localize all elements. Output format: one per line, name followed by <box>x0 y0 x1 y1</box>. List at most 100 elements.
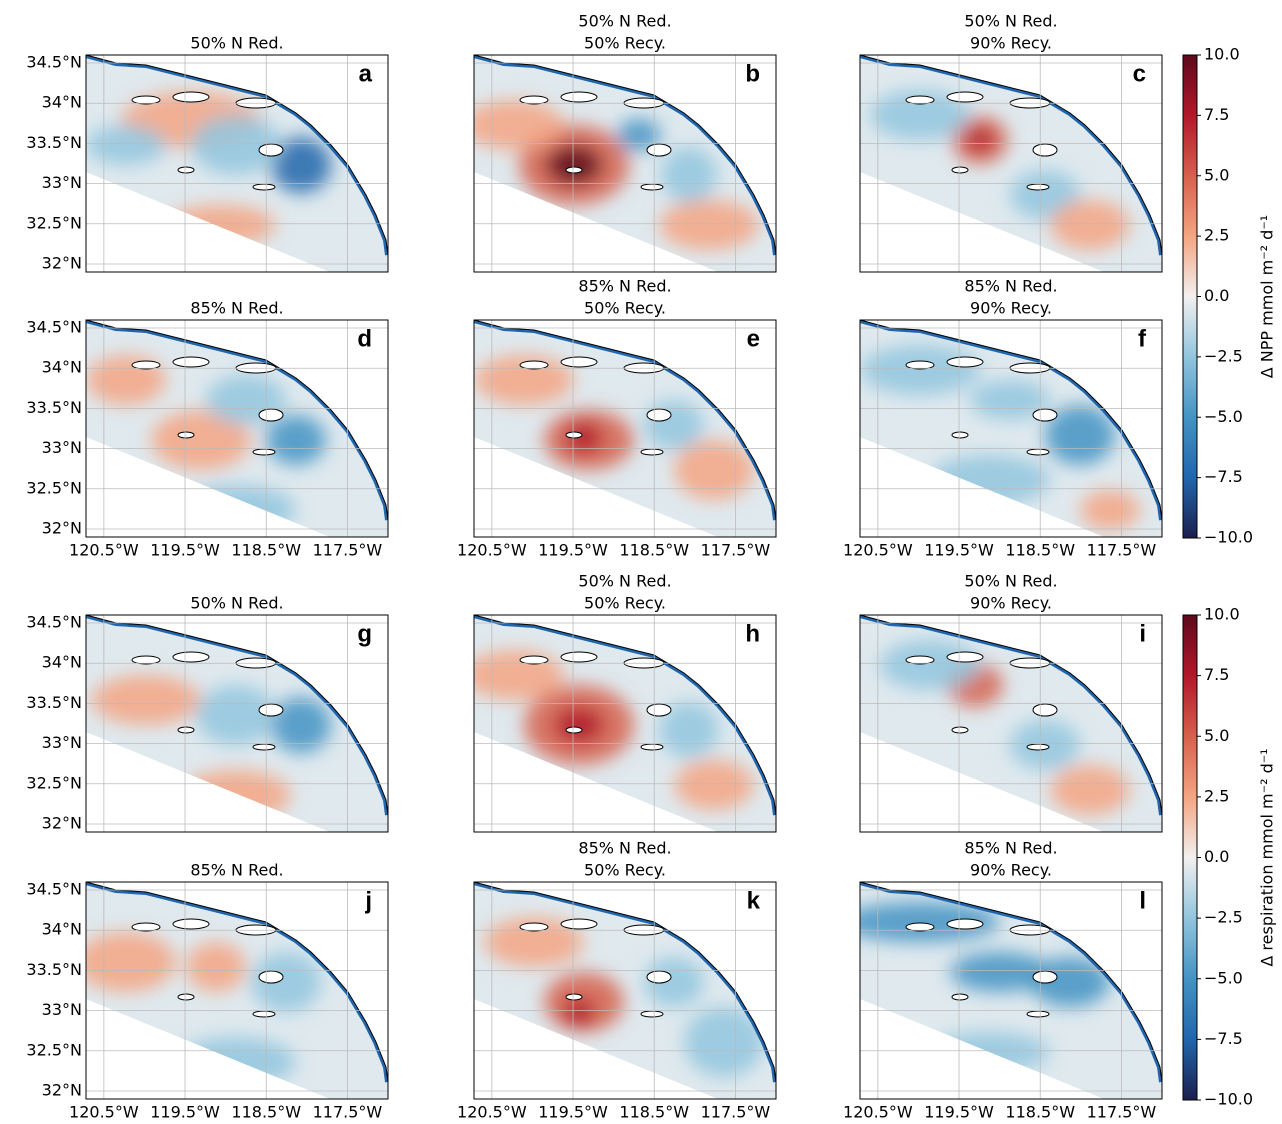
y-tick-label: 34°N <box>42 93 82 112</box>
anomaly <box>176 485 296 535</box>
island <box>640 183 664 191</box>
panel-letter: l <box>1139 887 1146 914</box>
island <box>258 143 284 157</box>
anomaly <box>1070 907 1150 937</box>
x-tick-label: 118.5°W <box>1005 1103 1075 1122</box>
anomaly <box>659 200 759 250</box>
panel-title: 90% Recy. <box>970 299 1052 318</box>
panel-letter: b <box>745 60 760 87</box>
colorbar-tick-label: 2.5 <box>1204 226 1229 245</box>
anomaly <box>661 147 717 203</box>
colorbar-tick-label: 2.5 <box>1204 786 1229 805</box>
island <box>951 166 969 174</box>
colorbar-tick-label: 0.0 <box>1204 286 1229 305</box>
island <box>640 448 664 456</box>
colorbar <box>1182 54 1198 539</box>
island <box>1026 743 1050 751</box>
colorbar-tick-label: 5.0 <box>1204 726 1229 745</box>
x-tick-label: 119.5°W <box>150 541 220 560</box>
coastline <box>859 54 1163 272</box>
y-tick-label: 34.5°N <box>26 880 82 899</box>
panel-title: 50% Recy. <box>584 594 666 613</box>
map-panel <box>473 614 777 832</box>
x-tick-label: 117.5°W <box>701 1103 771 1122</box>
island <box>946 356 984 368</box>
anomaly <box>870 90 970 140</box>
x-tick-label: 118.5°W <box>1005 541 1075 560</box>
colorbar-tick-label: 7.5 <box>1204 105 1229 124</box>
coastline <box>85 54 389 272</box>
panel-letter: k <box>747 887 761 914</box>
island <box>519 922 549 932</box>
panel-frame <box>859 881 1163 1100</box>
coastline <box>473 319 777 537</box>
map-panel <box>473 54 777 272</box>
anomaly <box>86 125 166 165</box>
map-panel <box>85 881 389 1099</box>
island <box>172 651 210 663</box>
x-tick-label: 118.5°W <box>231 1103 301 1122</box>
panel-frame <box>85 319 389 538</box>
island <box>646 703 672 717</box>
island <box>172 356 210 368</box>
island <box>258 408 284 422</box>
anomaly <box>191 115 281 175</box>
coastline <box>85 881 389 1099</box>
island <box>1026 448 1050 456</box>
y-tick-label: 32.5°N <box>26 1040 82 1059</box>
coastline <box>473 54 777 272</box>
y-tick-label: 33°N <box>42 438 82 457</box>
colorbar-tick-label: −10.0 <box>1204 528 1253 547</box>
anomaly <box>484 917 584 967</box>
anomaly <box>166 205 276 245</box>
y-tick-label: 33°N <box>42 733 82 752</box>
island <box>1032 143 1058 157</box>
field-blobs <box>474 100 759 250</box>
x-tick-label: 117.5°W <box>1087 1103 1157 1122</box>
y-tick-label: 34°N <box>42 920 82 939</box>
anomaly <box>186 942 246 992</box>
island <box>172 918 210 930</box>
map-panel <box>859 881 1163 1099</box>
island <box>131 655 161 665</box>
colorbar-label: Δ respiration mmol m⁻² d⁻¹ <box>1258 748 1277 966</box>
anomaly <box>860 902 1000 942</box>
island <box>177 166 195 174</box>
island <box>519 360 549 370</box>
y-tick-label: 32°N <box>42 253 82 272</box>
anomaly <box>251 952 321 1012</box>
colorbar-tick-label: 10.0 <box>1204 605 1240 624</box>
colorbar-tick-label: −2.5 <box>1204 908 1243 927</box>
anomaly <box>554 707 604 743</box>
y-tick-label: 32.5°N <box>26 213 82 232</box>
panel-title: 90% Recy. <box>970 594 1052 613</box>
panel-title: 85% N Red. <box>190 861 283 880</box>
colorbar-tick-label: −10.0 <box>1204 1090 1253 1109</box>
anomaly <box>674 760 754 810</box>
anomaly <box>151 410 251 470</box>
island <box>177 726 195 734</box>
map-panel <box>473 881 777 1099</box>
coastline <box>473 614 777 832</box>
colorbar-tick-label: 10.0 <box>1204 45 1240 64</box>
y-tick-label: 32.5°N <box>26 478 82 497</box>
x-tick-label: 120.5°W <box>457 1103 527 1122</box>
anomaly <box>474 100 564 150</box>
y-tick-label: 32°N <box>42 518 82 537</box>
anomaly <box>91 675 201 725</box>
anomaly <box>930 455 1050 505</box>
panel-letter: e <box>747 325 760 352</box>
anomaly <box>563 998 595 1026</box>
island <box>519 95 549 105</box>
panel-title: 85% N Red. <box>964 839 1057 858</box>
y-tick-label: 32°N <box>42 1080 82 1099</box>
panel-title: 50% N Red. <box>190 594 283 613</box>
anomaly <box>474 355 574 405</box>
panel-letter: j <box>364 887 372 914</box>
x-tick-label: 119.5°W <box>924 1103 994 1122</box>
anomaly <box>1050 765 1130 815</box>
island <box>905 922 935 932</box>
x-tick-label: 117.5°W <box>313 541 383 560</box>
anomaly <box>1050 200 1130 250</box>
x-tick-label: 120.5°W <box>843 541 913 560</box>
